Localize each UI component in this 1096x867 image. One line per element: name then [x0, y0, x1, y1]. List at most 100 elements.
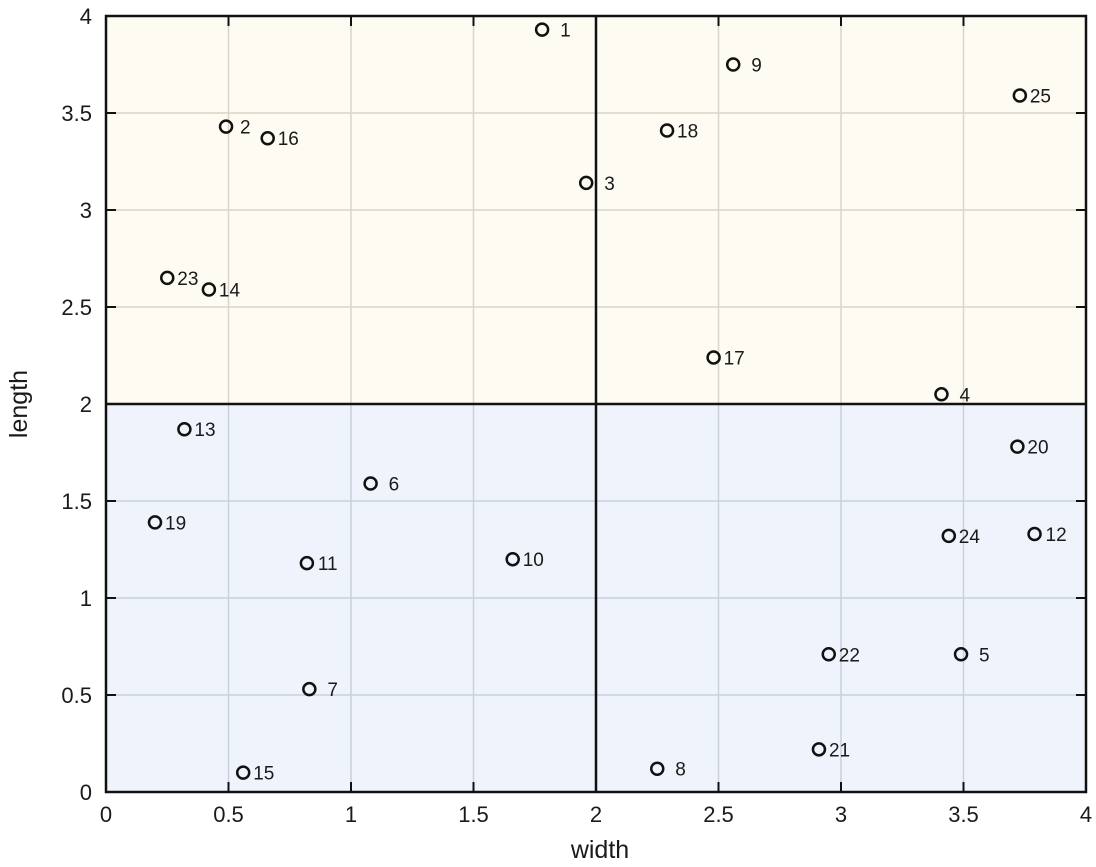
y-tick-label: 3: [80, 198, 92, 223]
data-point: 18: [659, 121, 698, 142]
circle-marker-icon: [821, 647, 836, 662]
quadrant-dividers: [106, 16, 1086, 792]
point-label: 9: [751, 56, 762, 77]
point-label: 16: [278, 129, 299, 150]
circle-marker-icon: [534, 22, 550, 37]
x-tick-label: 2: [590, 802, 602, 827]
circle-marker-icon: [953, 647, 969, 662]
circle-marker-icon: [201, 282, 217, 297]
data-point: 17: [706, 348, 745, 369]
y-tick-label: 0.5: [61, 683, 92, 708]
y-tick-label: 3.5: [61, 101, 92, 126]
point-label: 8: [675, 760, 686, 781]
data-point: 12: [1027, 525, 1067, 546]
y-axis-title: length: [5, 370, 33, 438]
point-label: 12: [1046, 525, 1067, 546]
data-point: 3: [578, 174, 615, 195]
circle-marker-icon: [160, 270, 175, 286]
circle-marker-icon: [725, 57, 741, 72]
data-point: 10: [505, 550, 544, 571]
x-tick-label: 0: [100, 802, 112, 827]
x-tick-label: 3.5: [948, 802, 979, 827]
circle-marker-icon: [1010, 439, 1025, 454]
point-label: 5: [979, 645, 990, 666]
point-label: 11: [318, 554, 338, 575]
x-tick-labels: 0 0.5 1 1.5 2 2.5 3 3.5 4: [100, 802, 1092, 827]
circle-marker-icon: [1027, 526, 1042, 542]
data-point: 22: [821, 645, 860, 666]
point-label: 10: [523, 550, 544, 571]
circle-marker-icon: [235, 765, 251, 780]
point-label: 23: [177, 269, 198, 290]
point-label: 25: [1030, 87, 1051, 108]
data-point: 4: [934, 385, 970, 406]
y-tick-label: 2: [80, 392, 92, 417]
data-point: 6: [363, 475, 400, 496]
circle-marker-icon: [363, 476, 378, 491]
point-label: 15: [253, 764, 274, 785]
data-point: 14: [201, 281, 241, 302]
data-point: 11: [299, 554, 338, 575]
point-label: 19: [165, 513, 186, 534]
data-point: 20: [1010, 438, 1049, 459]
circle-marker-icon: [505, 551, 520, 567]
point-label: 6: [389, 475, 400, 496]
x-axis-title: width: [570, 836, 629, 864]
data-point: 5: [953, 645, 990, 666]
x-tick-label: 2.5: [703, 802, 734, 827]
data-point: 2: [218, 118, 251, 139]
circle-marker-icon: [218, 119, 234, 134]
data-point: 23: [160, 269, 198, 290]
point-label: 17: [724, 348, 745, 369]
x-tick-label: 1.5: [458, 802, 489, 827]
point-label: 7: [327, 680, 338, 701]
circle-marker-icon: [302, 681, 317, 697]
circle-marker-icon: [578, 175, 594, 191]
y-tick-labels: 0 0.5 1 1.5 2 2.5 3 3.5 4: [61, 4, 92, 805]
point-label: 3: [604, 174, 615, 195]
point-label: 14: [219, 281, 241, 302]
data-point: 24: [941, 527, 981, 548]
circle-marker-icon: [177, 421, 192, 437]
plot-frame: [104, 14, 1088, 794]
data-point: 16: [260, 129, 299, 150]
circle-marker-icon: [299, 555, 315, 571]
y-tick-label: 1.5: [61, 489, 92, 514]
circle-marker-icon: [147, 515, 163, 530]
point-label: 4: [959, 385, 970, 406]
point-label: 21: [829, 740, 850, 761]
x-tick-label: 0.5: [213, 802, 244, 827]
x-tick-label: 1: [345, 802, 357, 827]
circle-marker-icon: [650, 761, 665, 776]
circle-marker-icon: [941, 528, 957, 544]
data-point: 8: [650, 760, 686, 781]
y-tick-label: 0: [80, 780, 92, 805]
circle-marker-icon: [1012, 88, 1028, 103]
x-tick-label: 4: [1080, 802, 1092, 827]
circle-marker-icon: [260, 130, 275, 146]
data-point: 7: [302, 680, 338, 701]
point-label: 1: [560, 21, 571, 42]
y-tick-label: 1: [80, 586, 92, 611]
circle-marker-icon: [934, 387, 949, 402]
circle-marker-icon: [811, 742, 827, 757]
point-label: 24: [959, 527, 981, 548]
data-point: 13: [177, 420, 216, 441]
x-tick-label: 3: [835, 802, 847, 827]
data-point: 19: [147, 513, 186, 534]
point-label: 18: [677, 121, 698, 142]
data-points: 1234567891011121314151617181920212223242…: [147, 21, 1067, 785]
point-label: 22: [839, 645, 860, 666]
data-point: 9: [725, 56, 762, 77]
data-point: 15: [235, 764, 274, 785]
data-point: 1: [534, 21, 571, 42]
circle-marker-icon: [706, 350, 721, 365]
data-point: 25: [1012, 87, 1051, 108]
point-label: 13: [194, 420, 215, 441]
circle-marker-icon: [659, 123, 675, 138]
point-label: 20: [1027, 438, 1048, 459]
point-label: 2: [240, 118, 251, 139]
data-point: 21: [811, 740, 850, 761]
y-tick-label: 2.5: [61, 295, 92, 320]
